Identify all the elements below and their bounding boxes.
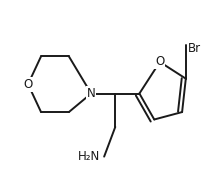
Text: O: O [155, 56, 165, 68]
Text: Br: Br [188, 42, 201, 55]
Text: O: O [23, 78, 33, 91]
Text: N: N [87, 87, 96, 100]
Text: H₂N: H₂N [78, 150, 100, 163]
